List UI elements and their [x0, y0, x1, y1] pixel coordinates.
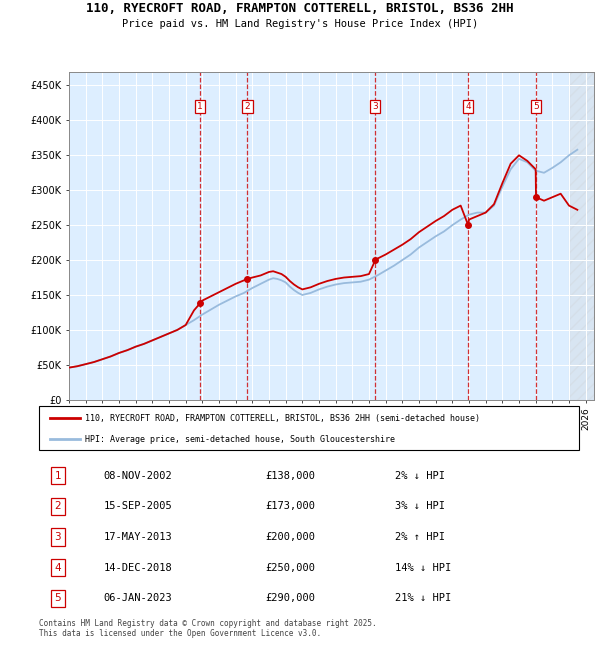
Text: 3: 3: [55, 532, 61, 542]
Text: 08-NOV-2002: 08-NOV-2002: [104, 471, 173, 480]
Text: 21% ↓ HPI: 21% ↓ HPI: [395, 593, 452, 603]
Text: 17-MAY-2013: 17-MAY-2013: [104, 532, 173, 542]
Text: HPI: Average price, semi-detached house, South Gloucestershire: HPI: Average price, semi-detached house,…: [85, 435, 395, 444]
Text: 1: 1: [55, 471, 61, 480]
Text: £250,000: £250,000: [266, 562, 316, 573]
Text: 15-SEP-2005: 15-SEP-2005: [104, 501, 173, 512]
Text: 4: 4: [55, 562, 61, 573]
Text: 3% ↓ HPI: 3% ↓ HPI: [395, 501, 445, 512]
Text: 3: 3: [373, 102, 378, 111]
Text: 110, RYECROFT ROAD, FRAMPTON COTTERELL, BRISTOL, BS36 2HH (semi-detached house): 110, RYECROFT ROAD, FRAMPTON COTTERELL, …: [85, 413, 480, 423]
Text: 4: 4: [466, 102, 471, 111]
Text: 110, RYECROFT ROAD, FRAMPTON COTTERELL, BRISTOL, BS36 2HH: 110, RYECROFT ROAD, FRAMPTON COTTERELL, …: [86, 2, 514, 15]
Text: £173,000: £173,000: [266, 501, 316, 512]
Text: £200,000: £200,000: [266, 532, 316, 542]
Text: 06-JAN-2023: 06-JAN-2023: [104, 593, 173, 603]
Text: 14% ↓ HPI: 14% ↓ HPI: [395, 562, 452, 573]
Text: 2% ↑ HPI: 2% ↑ HPI: [395, 532, 445, 542]
Text: Contains HM Land Registry data © Crown copyright and database right 2025.
This d: Contains HM Land Registry data © Crown c…: [39, 619, 377, 638]
Text: 5: 5: [533, 102, 539, 111]
FancyBboxPatch shape: [39, 406, 579, 450]
Text: 1: 1: [197, 102, 203, 111]
Text: £138,000: £138,000: [266, 471, 316, 480]
Text: 2% ↓ HPI: 2% ↓ HPI: [395, 471, 445, 480]
Text: 14-DEC-2018: 14-DEC-2018: [104, 562, 173, 573]
Bar: [569, 72, 594, 400]
Text: 2: 2: [245, 102, 250, 111]
Text: Price paid vs. HM Land Registry's House Price Index (HPI): Price paid vs. HM Land Registry's House …: [122, 19, 478, 29]
Text: £290,000: £290,000: [266, 593, 316, 603]
Text: 2: 2: [55, 501, 61, 512]
Text: 5: 5: [55, 593, 61, 603]
